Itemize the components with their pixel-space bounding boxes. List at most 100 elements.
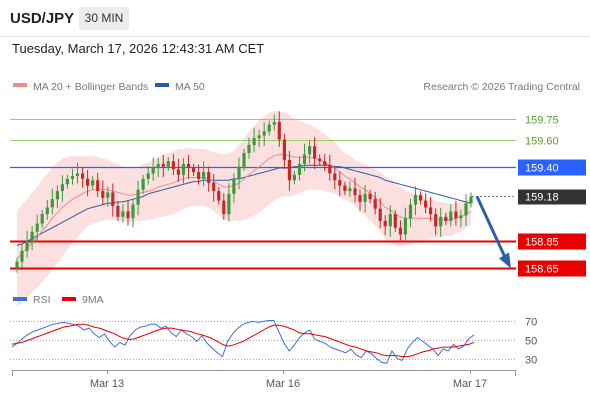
candle-body: [86, 178, 90, 186]
time-label: Mar 13: [90, 378, 124, 390]
rsi-ma-legend-swatch: [62, 297, 76, 301]
candle-body: [388, 214, 392, 227]
candle-body: [469, 196, 473, 204]
candle-body: [161, 163, 165, 167]
candle-body: [55, 191, 59, 200]
timeframe-badge[interactable]: 30 MIN: [79, 7, 129, 30]
candle-body: [358, 195, 362, 202]
candle-body: [318, 158, 322, 162]
candle-body: [282, 139, 286, 160]
candle-body: [297, 163, 302, 175]
candle-body: [227, 193, 231, 215]
candle-body: [287, 159, 291, 181]
rsi-tick-70: 70: [525, 317, 537, 329]
ma20-legend-label: MA 20 + Bollinger Bands: [33, 81, 148, 93]
candle-body: [338, 180, 342, 186]
level-159-40-label: 159.40: [525, 163, 559, 175]
candle-body: [151, 168, 155, 174]
ma50-legend-swatch: [155, 83, 169, 87]
candle-body: [15, 261, 19, 269]
candle-body: [267, 124, 271, 132]
level-lines: [10, 119, 516, 270]
candle-body: [176, 169, 180, 175]
candle-body: [247, 144, 251, 153]
candle-body: [403, 218, 407, 235]
candle-body: [323, 161, 327, 166]
bollinger-band-fill: [17, 111, 471, 307]
candle-body: [35, 223, 39, 232]
level-158-65-label-box: [518, 260, 586, 277]
level-labels: 159.75 159.60 159.40 159.18 158.85 158.65: [518, 115, 586, 277]
candle-body: [101, 191, 105, 198]
candle-body: [186, 163, 191, 168]
candle-body: [398, 227, 402, 235]
candle-body: [348, 188, 352, 192]
candle-body: [217, 191, 221, 201]
candle-body: [166, 161, 170, 167]
candle-body: [25, 241, 29, 251]
candle-body: [302, 154, 307, 164]
candle-body: [363, 193, 367, 202]
candle-body: [419, 195, 423, 201]
candle-body: [111, 192, 115, 206]
ma50-line: [16, 164, 472, 246]
level-159-18-label: 159.18: [525, 192, 559, 204]
chart-datetime: Tuesday, March 17, 2026 12:43:31 AM CET: [12, 41, 265, 56]
candle-body: [131, 204, 135, 219]
candle-body: [313, 146, 317, 159]
rsi-tick-50: 50: [525, 336, 537, 348]
candle-body: [75, 173, 80, 177]
level-159-75-label: 159.75: [525, 115, 559, 127]
bollinger-bands: [17, 111, 471, 307]
candle-body: [81, 173, 85, 179]
candle-body: [171, 161, 175, 170]
ma50-legend-label: MA 50: [175, 81, 205, 93]
candle-body: [65, 178, 69, 185]
candle-body: [353, 188, 357, 196]
candle-body: [252, 138, 256, 145]
candle-body: [192, 168, 196, 173]
projection-arrow-head: [499, 252, 511, 269]
candle-body: [464, 203, 468, 216]
candle-body: [212, 182, 216, 191]
level-158-85-label-box: [518, 233, 586, 250]
rsi-plot: 30 50 70: [10, 317, 537, 367]
rsi-legend-swatch: [13, 297, 27, 301]
candle-body: [146, 173, 150, 179]
candle-body: [383, 220, 387, 227]
candle-body: [424, 200, 428, 208]
candle-body: [30, 231, 34, 242]
candle-body: [50, 199, 54, 208]
projection-arrow-shaft: [475, 195, 508, 261]
candle-body: [277, 121, 281, 140]
projection-arrow: [475, 195, 511, 269]
rsi-ma-line: [11, 323, 475, 358]
candle-body: [181, 163, 186, 175]
level-159-18-label-box: [518, 189, 586, 205]
rsi-tick-30: 30: [525, 355, 537, 367]
candle-body: [136, 189, 140, 205]
candle-body: [121, 211, 125, 217]
candle-body: [459, 215, 463, 219]
candle-body: [116, 206, 120, 217]
candle-body: [257, 135, 261, 139]
rsi-legend-label: RSI: [33, 294, 51, 306]
candle-body: [40, 214, 44, 224]
rsi-ma-legend-label: 9MA: [82, 294, 104, 306]
candle-body: [292, 174, 296, 181]
candlesticks: [15, 111, 473, 273]
candle-body: [429, 207, 433, 215]
candle-body: [91, 180, 95, 186]
time-label: Mar 16: [266, 378, 300, 390]
candle-body: [222, 200, 226, 215]
candle-body: [343, 185, 347, 191]
candle-body: [126, 211, 130, 219]
candle-body: [20, 250, 24, 262]
price-legend: MA 20 + Bollinger Bands MA 50 Research ©…: [13, 81, 580, 93]
rsi-line: [11, 320, 475, 364]
candle-body: [106, 192, 110, 198]
candle-body: [96, 180, 100, 192]
time-axis: Mar 13 Mar 16 Mar 17: [12, 370, 516, 390]
candle-body: [408, 204, 413, 219]
